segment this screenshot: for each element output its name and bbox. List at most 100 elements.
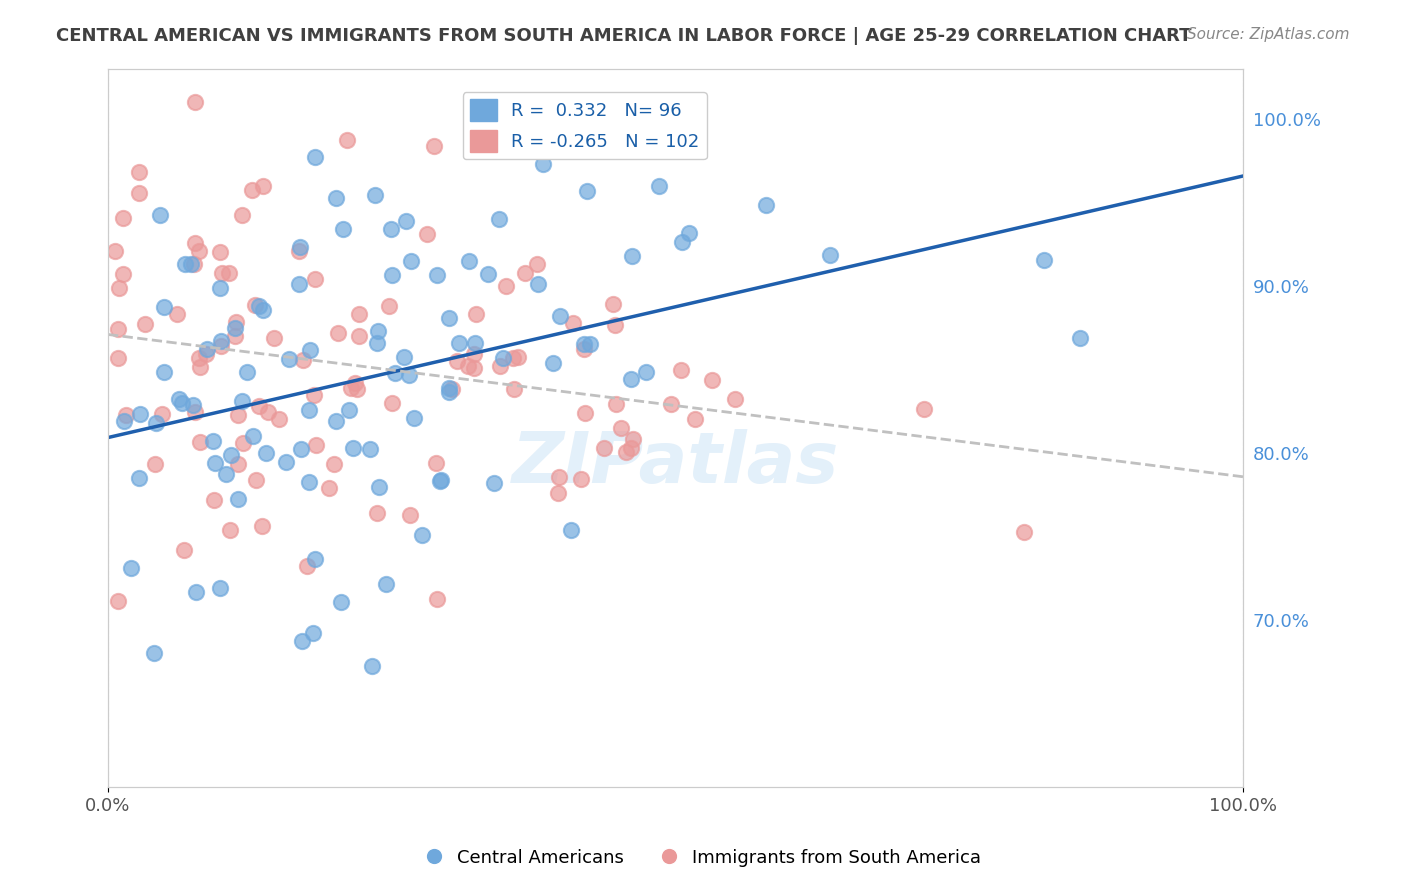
- Point: [620, 372, 643, 386]
- Point: [569, 472, 592, 486]
- Point: [209, 334, 232, 348]
- Point: [187, 244, 209, 259]
- Point: [463, 347, 485, 361]
- Point: [267, 412, 290, 426]
- Point: [503, 382, 526, 396]
- Point: [526, 257, 548, 271]
- Point: [398, 368, 420, 383]
- Legend: R =  0.332   N= 96, R = -0.265   N = 102: R = 0.332 N= 96, R = -0.265 N = 102: [463, 92, 707, 160]
- Point: [724, 392, 747, 406]
- Point: [346, 382, 368, 396]
- Point: [1012, 525, 1035, 540]
- Point: [305, 437, 328, 451]
- Point: [446, 354, 468, 368]
- Point: [678, 226, 700, 240]
- Point: [184, 95, 207, 109]
- Point: [669, 363, 692, 377]
- Point: [513, 266, 536, 280]
- Point: [232, 435, 254, 450]
- Point: [224, 321, 246, 335]
- Point: [174, 257, 197, 271]
- Point: [614, 444, 637, 458]
- Point: [506, 350, 529, 364]
- Point: [188, 434, 211, 449]
- Point: [395, 214, 418, 228]
- Point: [208, 245, 231, 260]
- Point: [349, 329, 371, 343]
- Point: [602, 297, 624, 311]
- Point: [430, 473, 453, 487]
- Point: [605, 318, 627, 332]
- Point: [277, 352, 299, 367]
- Point: [364, 187, 387, 202]
- Point: [659, 397, 682, 411]
- Point: [226, 492, 249, 507]
- Point: [252, 303, 274, 318]
- Point: [104, 244, 127, 259]
- Point: [437, 311, 460, 326]
- Point: [287, 244, 309, 259]
- Point: [184, 235, 207, 250]
- Point: [252, 179, 274, 194]
- Point: [134, 318, 156, 332]
- Point: [304, 150, 326, 164]
- Point: [120, 560, 142, 574]
- Point: [477, 267, 499, 281]
- Point: [416, 227, 439, 241]
- Point: [818, 248, 841, 262]
- Point: [224, 329, 246, 343]
- Point: [328, 326, 350, 340]
- Point: [1032, 253, 1054, 268]
- Point: [112, 414, 135, 428]
- Point: [302, 626, 325, 640]
- Point: [685, 412, 707, 426]
- Point: [195, 342, 218, 356]
- Point: [610, 421, 633, 435]
- Point: [188, 351, 211, 365]
- Point: [184, 585, 207, 599]
- Point: [422, 139, 444, 153]
- Point: [152, 301, 174, 315]
- Point: [290, 442, 312, 456]
- Point: [304, 271, 326, 285]
- Point: [381, 268, 404, 282]
- Point: [449, 336, 471, 351]
- Point: [252, 519, 274, 533]
- Point: [304, 551, 326, 566]
- Point: [361, 659, 384, 673]
- Point: [184, 405, 207, 419]
- Point: [541, 356, 564, 370]
- Point: [254, 445, 277, 459]
- Point: [380, 222, 402, 236]
- Point: [484, 475, 506, 490]
- Point: [367, 325, 389, 339]
- Point: [209, 581, 232, 595]
- Point: [671, 235, 693, 249]
- Point: [605, 397, 627, 411]
- Point: [114, 408, 136, 422]
- Point: [429, 474, 451, 488]
- Point: [533, 157, 555, 171]
- Point: [700, 373, 723, 387]
- Point: [572, 336, 595, 351]
- Point: [215, 467, 238, 482]
- Point: [173, 543, 195, 558]
- Point: [548, 310, 571, 324]
- Point: [243, 297, 266, 311]
- Point: [236, 365, 259, 379]
- Point: [208, 280, 231, 294]
- Point: [368, 480, 391, 494]
- Point: [411, 528, 433, 542]
- Point: [129, 407, 152, 421]
- Point: [620, 441, 643, 455]
- Point: [209, 339, 232, 353]
- Point: [323, 457, 346, 471]
- Point: [112, 267, 135, 281]
- Point: [276, 454, 298, 468]
- Point: [381, 396, 404, 410]
- Point: [111, 211, 134, 225]
- Point: [107, 351, 129, 365]
- Text: Source: ZipAtlas.com: Source: ZipAtlas.com: [1187, 27, 1350, 42]
- Point: [166, 307, 188, 321]
- Point: [621, 433, 644, 447]
